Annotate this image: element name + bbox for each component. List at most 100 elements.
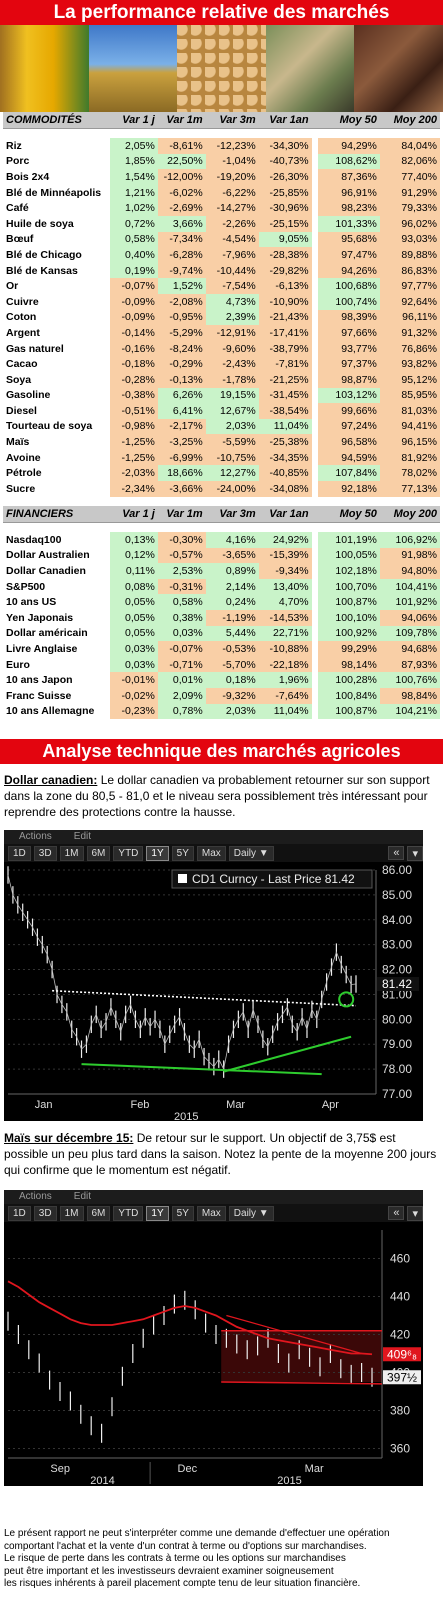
edit-menu[interactable]: Edit <box>73 1191 92 1202</box>
row-value: -1,04% <box>205 153 259 170</box>
chevron-down-icon[interactable]: ▾ <box>407 1205 423 1221</box>
row-value: 13,40% <box>258 578 312 595</box>
scroll-back-button[interactable]: « <box>388 846 405 860</box>
period-button-ytd[interactable]: YTD <box>113 845 144 861</box>
interval-dropdown[interactable]: Daily ▼ <box>228 1205 274 1221</box>
column-header: Moy 200 <box>379 112 440 129</box>
period-button-ytd[interactable]: YTD <box>113 1205 144 1221</box>
disclaimer-line: les risques inhérents à pareil placement… <box>4 1578 361 1589</box>
row-name: Cacao <box>6 358 38 371</box>
x-tick-label: Mar <box>226 1099 245 1111</box>
row-value: -0,57% <box>157 547 206 564</box>
row-name: Nasdaq100 <box>6 533 62 546</box>
column-header: Moy 200 <box>379 506 440 523</box>
row-value: 94,06% <box>379 609 440 626</box>
row-name: Porc <box>6 155 30 168</box>
period-button-1y[interactable]: 1Y <box>146 845 169 861</box>
period-button-1d[interactable]: 1D <box>8 845 31 861</box>
row-value: 0,03% <box>157 625 206 642</box>
row-value: -0,23% <box>109 703 158 720</box>
row-value: 93,82% <box>379 356 440 372</box>
actions-menu[interactable]: Actions <box>19 831 52 842</box>
target-circle <box>338 991 355 1008</box>
row-value: -0,30% <box>157 532 206 548</box>
period-button-6m[interactable]: 6M <box>86 845 111 861</box>
table-row: Livre Anglaise 0,03% -0,07% -0,53% -10,88% 99… <box>3 641 440 657</box>
period-button-3d[interactable]: 3D <box>33 845 57 861</box>
row-value: -10,90% <box>258 293 312 310</box>
row-value: 19,15% <box>205 387 259 404</box>
row-value: -0,01% <box>109 672 158 688</box>
row-name: 10 ans US <box>6 596 57 609</box>
row-value: 97,77% <box>379 278 440 294</box>
row-value: 6,41% <box>157 403 206 419</box>
row-name: 10 ans Allemagne <box>6 705 95 718</box>
period-toolbar: 1D 3D 1M 6M YTD 1Y 5Y Max Daily ▼ «▾ <box>4 844 423 862</box>
row-name: Pétrole <box>6 467 42 480</box>
row-value: -7,81% <box>258 356 312 372</box>
soybeans-photo <box>177 25 266 112</box>
row-value: -38,54% <box>258 403 312 419</box>
disclaimer-line: comportant l'achat et la vente d'un cont… <box>4 1540 367 1552</box>
period-button-1m[interactable]: 1M <box>59 1205 84 1221</box>
table-row: Huile de soya 0,72% 3,66% -2,26% -25,15% 101,… <box>3 215 440 232</box>
period-button-1m[interactable]: 1M <box>59 845 84 861</box>
chevron-down-icon[interactable]: ▾ <box>407 845 423 861</box>
row-value: 87,36% <box>317 169 380 185</box>
interval-dropdown[interactable]: Daily ▼ <box>228 845 274 861</box>
cad-analysis-text: Dollar canadien: Le dollar canadien va p… <box>4 772 440 820</box>
corn-analysis-text: Maïs sur décembre 15: De retour sur le s… <box>4 1130 440 1178</box>
edit-menu[interactable]: Edit <box>73 831 92 842</box>
row-value: -5,59% <box>205 434 259 450</box>
period-button-1y[interactable]: 1Y <box>146 1205 169 1221</box>
legend-swatch <box>178 874 187 883</box>
period-button-5y[interactable]: 5Y <box>171 1205 194 1221</box>
row-value: 106,92% <box>379 532 440 548</box>
corn-photo <box>0 25 89 112</box>
row-value: -29,82% <box>258 262 312 279</box>
scroll-back-button[interactable]: « <box>388 1206 405 1220</box>
period-button-5y[interactable]: 5Y <box>171 845 194 861</box>
row-value: 81,03% <box>379 403 440 419</box>
row-name: Diesel <box>6 404 37 417</box>
row-value: -4,54% <box>205 231 259 248</box>
row-value: 2,14% <box>205 578 259 595</box>
actions-menu[interactable]: Actions <box>19 1191 52 1202</box>
row-name: Blé de Kansas <box>6 264 78 277</box>
x-tick-label: Sep <box>50 1463 70 1475</box>
period-button-1d[interactable]: 1D <box>8 1205 31 1221</box>
row-value: 94,26% <box>317 262 380 279</box>
y-tick-label: 84.00 <box>382 913 412 927</box>
row-value: 93,77% <box>317 340 380 357</box>
row-value: -22,18% <box>258 656 312 673</box>
row-value: 86,83% <box>379 262 440 279</box>
row-value: 3,66% <box>157 215 206 232</box>
channel-bottom-line <box>221 1381 383 1385</box>
row-name: Riz <box>6 139 22 152</box>
row-value: 100,87% <box>317 703 380 720</box>
y-tick-label: 460 <box>390 1252 410 1266</box>
period-button-6m[interactable]: 6M <box>86 1205 111 1221</box>
row-value: -1,25% <box>109 449 158 466</box>
row-value: -2,08% <box>157 293 206 310</box>
table-row: Blé de Kansas 0,19% -9,74% -10,44% -29,82% 94… <box>3 262 440 279</box>
moving-average-line <box>7 1280 373 1356</box>
row-value: -3,65% <box>205 547 259 564</box>
table-row: Tourteau de soya -0,98% -2,17% 2,03% 11,04% 9… <box>3 418 440 435</box>
row-value: 0,58% <box>109 231 158 248</box>
row-value: 0,05% <box>109 609 158 626</box>
period-button-max[interactable]: Max <box>196 845 226 861</box>
row-value: 95,12% <box>379 371 440 388</box>
row-value: 2,53% <box>157 563 206 579</box>
channel-zone <box>221 1330 382 1382</box>
row-value: 9,05% <box>258 231 312 248</box>
column-header: Var 1 j <box>109 112 158 129</box>
row-value: 0,05% <box>109 625 158 642</box>
row-value: 1,52% <box>157 278 206 294</box>
table-row: Yen Japonais 0,05% 0,38% -1,19% -14,53% 100,1… <box>3 609 440 626</box>
cad-analysis-body: Le dollar canadien va probablement retou… <box>4 773 430 819</box>
row-value: 0,58% <box>157 594 206 610</box>
row-value: -7,64% <box>258 687 312 704</box>
period-button-3d[interactable]: 3D <box>33 1205 57 1221</box>
period-button-max[interactable]: Max <box>196 1205 226 1221</box>
